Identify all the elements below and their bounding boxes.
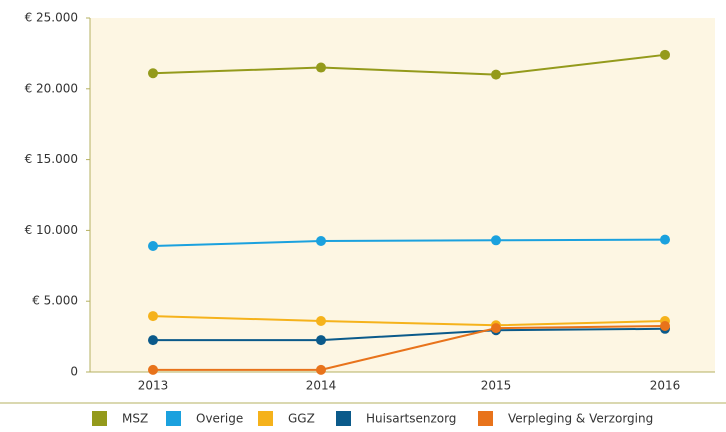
x-tick-label: 2015 (481, 379, 512, 393)
legend-label: Verpleging & Verzorging (508, 412, 653, 426)
legend-swatch (478, 411, 493, 426)
data-point (316, 335, 326, 346)
data-point (660, 234, 670, 245)
data-point (316, 62, 326, 73)
data-point (316, 364, 326, 375)
series-line (153, 324, 666, 371)
plot-area (90, 18, 715, 372)
data-point (491, 69, 501, 80)
y-tick-label: € 20.000 (25, 81, 78, 95)
series-line (153, 327, 666, 342)
series-line (152, 315, 666, 327)
x-tick-label: 2013 (138, 379, 169, 393)
data-point (316, 316, 326, 327)
legend-label: Huisartsenzorg (366, 412, 456, 426)
data-point (491, 323, 501, 334)
x-tick-label: 2014 (306, 379, 337, 393)
legend-swatch (166, 411, 181, 426)
data-point (491, 235, 501, 246)
data-point (148, 68, 158, 79)
data-point (148, 364, 158, 375)
data-point (148, 335, 158, 346)
legend-label: MSZ (122, 412, 148, 426)
y-tick-label: € 10.000 (25, 223, 78, 237)
y-tick-label: € 5.000 (32, 294, 78, 308)
data-point (148, 311, 158, 322)
x-tick-label: 2016 (650, 379, 681, 393)
legend-swatch (92, 411, 107, 426)
y-tick-label: 0 (70, 365, 78, 379)
data-point (660, 320, 670, 331)
legend-swatch (336, 411, 351, 426)
data-point (316, 236, 326, 247)
legend-swatch (258, 411, 273, 426)
series-line (152, 238, 666, 247)
data-point (660, 49, 670, 60)
series-line (152, 53, 666, 76)
data-point (148, 240, 158, 251)
legend-label: GGZ (288, 412, 315, 426)
legend-label: Overige (196, 412, 243, 426)
y-tick-label: € 15.000 (25, 152, 78, 166)
y-tick-label: € 25.000 (25, 11, 78, 25)
